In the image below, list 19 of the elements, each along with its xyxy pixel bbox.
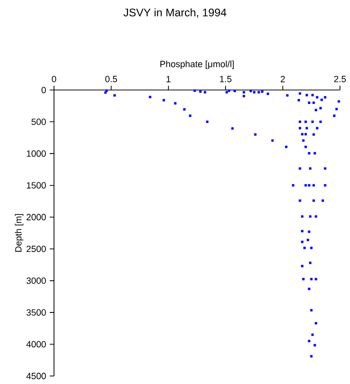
y-tick-label: 4000 [26, 341, 46, 348]
y-axis-title: Depth [m] [14, 214, 24, 252]
chart-title: JSVY in March, 1994 [124, 8, 226, 18]
x-tick-label: 0 [52, 76, 56, 82]
x-tick-label: 1 [166, 76, 170, 82]
y-tick-label: 4500 [26, 372, 46, 380]
x-tick-label: 1.5 [220, 76, 232, 82]
x-axis-title: Phosphate [μmol/l] [160, 60, 234, 69]
y-tick-label: 2000 [26, 214, 46, 220]
y-tick-label: 500 [32, 118, 46, 125]
x-tick-label: 2.5 [334, 76, 346, 82]
y-tick-label: 3500 [26, 309, 46, 316]
y-tick-label: 1000 [26, 150, 46, 157]
x-tick-label: 2 [280, 76, 285, 82]
y-tick-label: 3000 [26, 277, 46, 284]
y-tick-label: 1500 [26, 182, 46, 189]
y-tick-label: 0 [42, 86, 46, 94]
x-tick-label: 0.5 [105, 76, 118, 82]
y-tick-label: 2500 [26, 246, 46, 252]
